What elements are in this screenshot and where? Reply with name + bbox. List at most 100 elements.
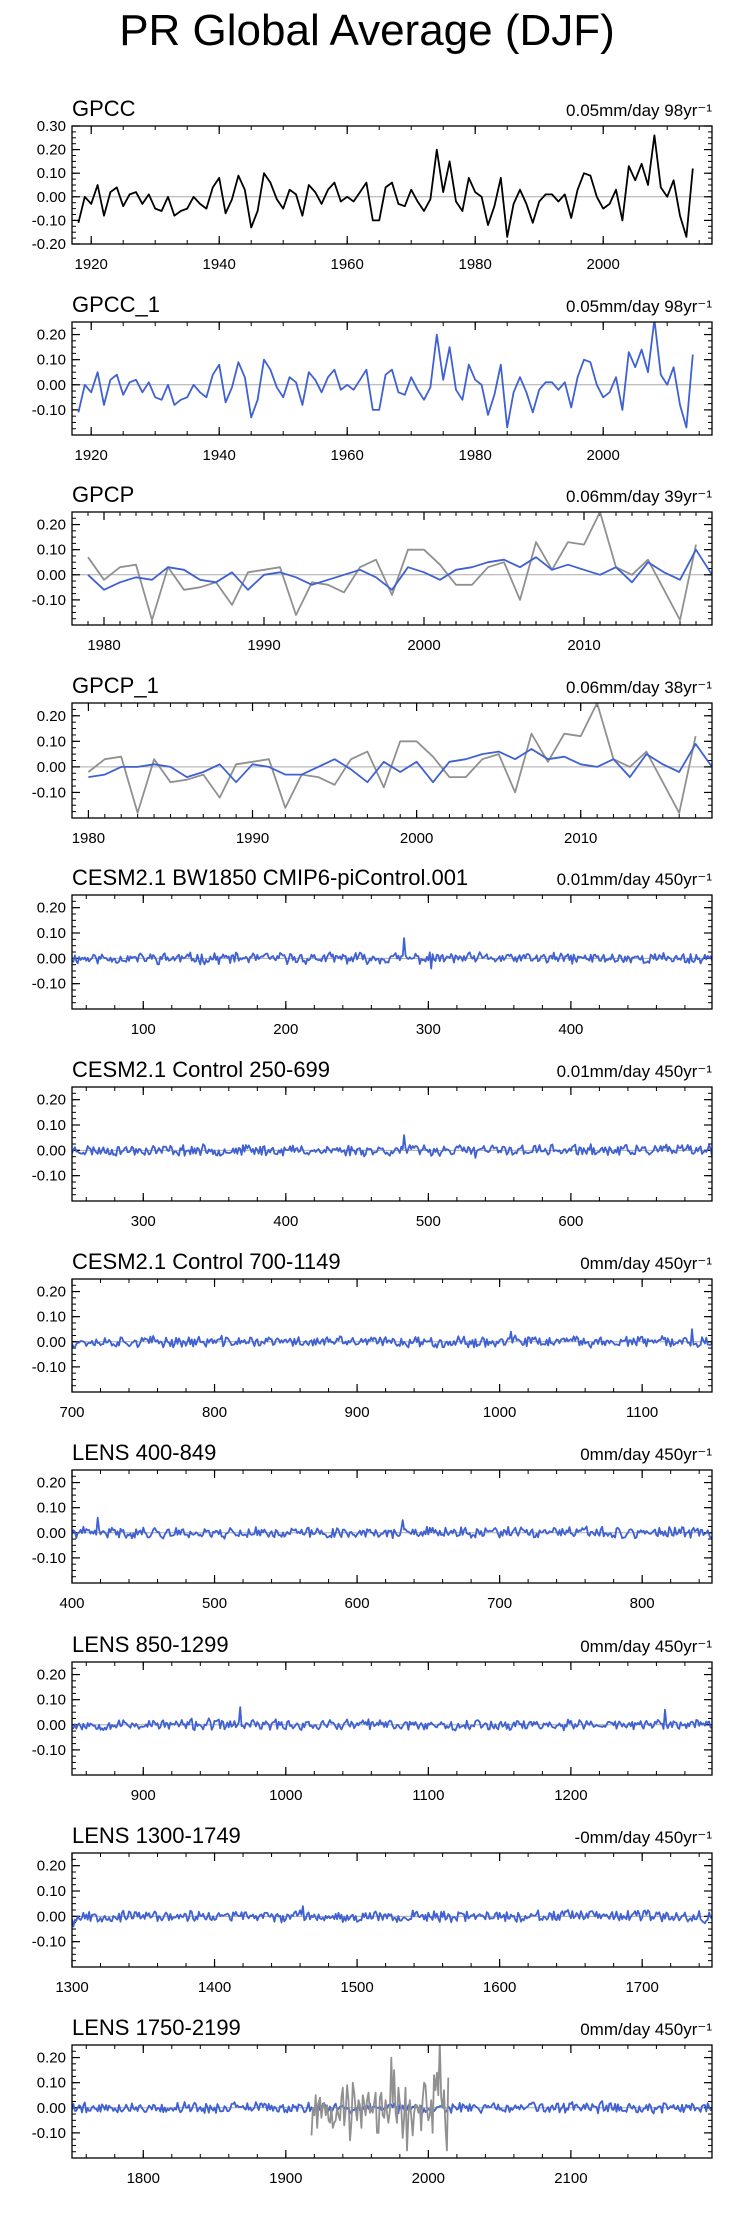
panel-trend-label: 0.01mm/day 450yr⁻¹ (557, 870, 713, 889)
panel-3: GPCP 0.06mm/day 39yr⁻¹ 0.20 0.10 0.00 -0.10 19… (32, 482, 713, 654)
x-tick-label: 600 (558, 1213, 583, 1230)
y-tick-label: -0.10 (32, 1550, 66, 1567)
x-tick-label: 2010 (567, 637, 600, 654)
y-tick-label: -0.10 (32, 2125, 66, 2142)
series-line-1 (72, 1516, 712, 1540)
y-tick-label: 0.20 (37, 1284, 66, 1301)
panel-1: GPCC 0.05mm/day 98yr⁻¹ 0.30 0.20 0.10 0.00 -0.… (32, 96, 713, 273)
x-tick-label: 1700 (625, 1979, 658, 1996)
y-tick-label: 0.20 (37, 517, 66, 534)
y-tick-label: 0.20 (37, 1667, 66, 1684)
panel-9: LENS 850-1299 0mm/day 450yr⁻¹ 0.20 0.10 0.00… (32, 1632, 713, 1804)
x-tick-label: 2000 (412, 2170, 445, 2187)
x-tick-label: 1300 (55, 1979, 88, 1996)
y-tick-label: 0.00 (37, 759, 66, 776)
y-tick-label: 0.10 (37, 352, 66, 369)
x-tick-label: 2100 (554, 2170, 587, 2187)
panel-10: LENS 1300-1749 -0mm/day 450yr⁻¹ 0.20 0.10 0.… (32, 1823, 713, 1996)
panel-title: LENS 1300-1749 (72, 1823, 241, 1848)
x-tick-label: 1980 (87, 637, 120, 654)
series-line-2 (87, 548, 712, 591)
plot-frame (71, 1469, 713, 1584)
x-tick-label: 300 (416, 1021, 441, 1038)
x-tick-label: 1960 (331, 256, 364, 273)
y-tick-label: 0.00 (37, 567, 66, 584)
y-tick-label: 0.10 (37, 925, 66, 942)
panel-4: GPCP_1 0.06mm/day 38yr⁻¹ 0.20 0.10 0.00 -0.10… (32, 673, 713, 847)
series-line-1 (72, 937, 712, 970)
x-tick-label: 2010 (564, 830, 597, 847)
x-tick-label: 600 (345, 1595, 370, 1612)
x-tick-label: 1990 (247, 637, 280, 654)
x-tick-label: 500 (416, 1213, 441, 1230)
x-tick-label: 400 (558, 1021, 583, 1038)
y-tick-label: 0.10 (37, 1309, 66, 1326)
panel-trend-label: 0mm/day 450yr⁻¹ (580, 1445, 712, 1464)
x-tick-label: 1960 (331, 447, 364, 464)
x-tick-label: 200 (273, 1021, 298, 1038)
panel-7: CESM2.1 Control 700-1149 0mm/day 450yr⁻¹ 0… (32, 1249, 713, 1421)
panel-title: LENS 1750-2199 (72, 2015, 241, 2040)
x-tick-label: 1940 (203, 447, 236, 464)
series-line-1 (87, 703, 697, 814)
panel-title: CESM2.1 Control 250-699 (72, 1057, 330, 1082)
y-tick-label: 0.00 (37, 1717, 66, 1734)
x-tick-label: 1400 (198, 1979, 231, 1996)
x-tick-label: 400 (273, 1213, 298, 1230)
x-tick-label: 700 (487, 1595, 512, 1612)
y-tick-label: 0.20 (37, 900, 66, 917)
panel-trend-label: 0.06mm/day 39yr⁻¹ (566, 487, 712, 506)
y-tick-label: -0.10 (32, 1168, 66, 1185)
x-tick-label: 1000 (483, 1404, 516, 1421)
figure-title: PR Global Average (DJF) (119, 6, 615, 55)
series-line-1 (72, 1328, 712, 1349)
y-tick-label: 0.00 (37, 1334, 66, 1351)
x-tick-label: 1940 (203, 256, 236, 273)
y-tick-label: -0.10 (32, 784, 66, 801)
y-tick-label: 0.00 (37, 189, 66, 206)
y-tick-label: 0.00 (37, 377, 66, 394)
panel-trend-label: 0.05mm/day 98yr⁻¹ (566, 297, 712, 316)
y-tick-label: 0.10 (37, 1692, 66, 1709)
x-tick-label: 500 (202, 1595, 227, 1612)
x-tick-label: 1990 (236, 830, 269, 847)
x-tick-label: 1900 (269, 2170, 302, 2187)
plot-frame (71, 1661, 713, 1776)
y-tick-label: 0.00 (37, 950, 66, 967)
y-tick-label: 0.10 (37, 1500, 66, 1517)
panel-title: GPCP_1 (72, 673, 159, 698)
panel-title: CESM2.1 Control 700-1149 (72, 1249, 341, 1274)
panel-5: CESM2.1 BW1850 CMIP6-piControl.001 0.01mm… (32, 865, 713, 1038)
plot-frame (71, 125, 713, 245)
plot-frame (71, 1852, 713, 1968)
panel-trend-label: 0.01mm/day 450yr⁻¹ (557, 1062, 713, 1081)
panel-title: GPCC_1 (72, 292, 160, 317)
x-tick-label: 1920 (75, 447, 108, 464)
plot-frame (71, 1278, 713, 1393)
y-tick-label: 0.30 (37, 118, 66, 135)
panel-trend-label: 0mm/day 450yr⁻¹ (580, 1637, 712, 1656)
y-tick-label: 0.00 (37, 2100, 66, 2117)
y-tick-label: -0.10 (32, 976, 66, 993)
y-tick-label: 0.00 (37, 1908, 66, 1925)
series-line-1 (72, 2100, 712, 2115)
panel-8: LENS 400-849 0mm/day 450yr⁻¹ 0.20 0.10 0.00 -… (32, 1440, 713, 1612)
y-tick-label: -0.10 (32, 402, 66, 419)
panel-6: CESM2.1 Control 250-699 0.01mm/day 450yr⁻… (32, 1057, 713, 1230)
y-tick-label: 0.00 (37, 1525, 66, 1542)
y-tick-label: 0.20 (37, 1475, 66, 1492)
series-line-2 (88, 743, 712, 784)
x-tick-label: 1920 (75, 256, 108, 273)
y-tick-label: 0.20 (37, 1092, 66, 1109)
x-tick-label: 1980 (459, 256, 492, 273)
panel-title: CESM2.1 BW1850 CMIP6-piControl.001 (72, 865, 468, 890)
series-line-2 (310, 2045, 450, 2152)
panel-trend-label: 0mm/day 450yr⁻¹ (580, 2020, 712, 2039)
x-tick-label: 800 (202, 1404, 227, 1421)
series-line-1 (72, 1134, 712, 1159)
x-tick-label: 300 (131, 1213, 156, 1230)
y-tick-label: 0.10 (37, 1883, 66, 1900)
y-tick-label: 0.20 (37, 142, 66, 159)
plot-frame (71, 511, 713, 626)
